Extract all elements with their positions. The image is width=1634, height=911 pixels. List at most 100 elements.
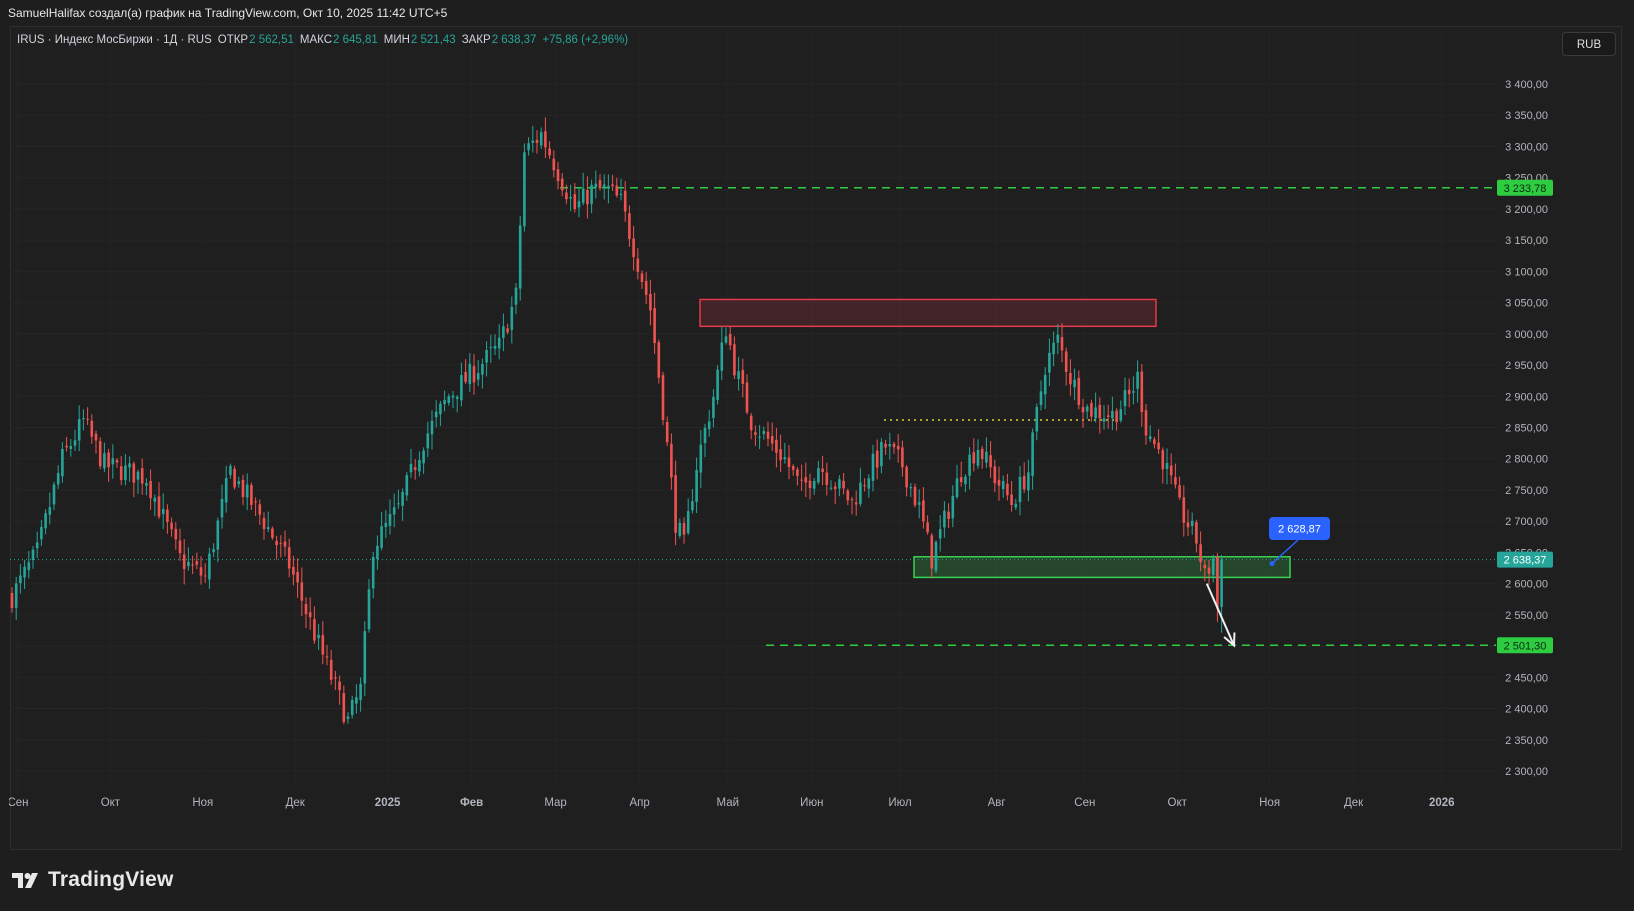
upper-level-tag-box[interactable] xyxy=(1497,179,1553,196)
candle xyxy=(65,436,68,452)
candle-body xyxy=(65,445,68,448)
tradingview-logo[interactable]: TradingView xyxy=(12,868,174,892)
candle xyxy=(1064,347,1068,386)
time-axis[interactable]: Сен Окт Ноя Дек 2025 Фев Мар Апр Май Июн Июл Авг Сен… xyxy=(0,790,1455,814)
candle xyxy=(77,405,81,452)
candle xyxy=(539,127,543,150)
candle xyxy=(1081,398,1085,428)
candle xyxy=(728,326,732,351)
candle xyxy=(94,430,98,454)
candle xyxy=(506,323,509,335)
candle xyxy=(896,434,900,463)
candle-body xyxy=(1127,389,1131,395)
projection-label: 2 628,87 xyxy=(1278,524,1321,536)
candle xyxy=(1022,462,1026,493)
candle xyxy=(279,535,283,558)
currency-button[interactable]: RUB xyxy=(1562,32,1616,56)
candle xyxy=(1048,338,1051,387)
candle-body xyxy=(985,451,988,463)
candle xyxy=(300,567,304,616)
candle xyxy=(52,481,56,511)
candle-body xyxy=(993,466,997,484)
candle-body xyxy=(640,273,644,282)
candle xyxy=(1195,519,1198,553)
candle xyxy=(485,341,488,377)
candle xyxy=(371,551,375,599)
candle xyxy=(1094,392,1097,423)
candle-body xyxy=(1123,390,1127,407)
candle xyxy=(502,313,505,352)
candle-body xyxy=(182,554,186,569)
candle xyxy=(993,459,997,493)
candle xyxy=(250,482,253,510)
candle-body xyxy=(493,345,497,349)
candle-body xyxy=(1010,494,1013,505)
candle xyxy=(842,472,845,495)
resistance-zone[interactable] xyxy=(699,298,1157,328)
candle-body xyxy=(959,477,963,483)
candle-body xyxy=(329,659,333,680)
candle xyxy=(619,178,623,201)
candle-body xyxy=(859,482,862,504)
price-tick-label: 2 900,00 xyxy=(1505,391,1548,403)
symbol-title[interactable]: IRUS · Индекс МосБиржи · 1Д · RUS xyxy=(17,34,212,46)
candle-body xyxy=(14,583,18,608)
candle xyxy=(1077,370,1081,410)
candle-body xyxy=(1102,418,1106,422)
candle-body xyxy=(350,700,354,715)
projection-arrow-head xyxy=(1223,632,1236,648)
time-tick-label: Авг xyxy=(988,797,1006,809)
candle xyxy=(1085,404,1089,420)
high-value: 2 645,81 xyxy=(333,34,378,46)
candle-body xyxy=(174,528,178,540)
candle xyxy=(98,437,102,470)
candle xyxy=(325,645,329,666)
candle-body xyxy=(607,185,610,189)
candle-body xyxy=(531,140,535,143)
candle-body xyxy=(380,526,383,548)
candle-body xyxy=(233,468,236,488)
support-zone[interactable] xyxy=(913,556,1291,579)
candle-body xyxy=(678,522,682,536)
current-price-tag-box[interactable] xyxy=(1497,551,1553,568)
candle xyxy=(1052,331,1055,367)
lower-level-tag-box[interactable] xyxy=(1497,637,1553,654)
projection-arrow[interactable] xyxy=(1205,583,1235,646)
candle-body xyxy=(258,504,262,515)
candle xyxy=(607,174,610,204)
candle xyxy=(800,464,803,491)
candle-body xyxy=(917,502,921,505)
candle xyxy=(741,358,745,398)
candle-body xyxy=(355,697,358,704)
candle xyxy=(678,518,682,539)
candle xyxy=(1161,447,1165,484)
candle-body xyxy=(132,463,136,483)
candle xyxy=(1211,554,1215,583)
candle-body xyxy=(161,508,165,514)
candle xyxy=(712,389,715,428)
candle-body xyxy=(867,478,871,489)
candle-body xyxy=(157,496,161,517)
candle-body xyxy=(1081,407,1085,413)
candle xyxy=(1035,403,1039,441)
projection-label-box[interactable] xyxy=(1269,517,1330,540)
candle-body xyxy=(359,683,362,701)
candle-body xyxy=(527,143,530,151)
candle-body xyxy=(602,184,606,189)
candle-body xyxy=(682,523,686,535)
candle-body xyxy=(434,411,438,418)
candle-body xyxy=(1153,439,1156,445)
price-axis[interactable]: 3 400,003 350,003 300,003 250,003 200,00… xyxy=(1497,79,1553,778)
candle-body xyxy=(665,422,669,443)
price-tick-label: 2 400,00 xyxy=(1505,704,1548,716)
candle xyxy=(86,407,89,425)
candle-body xyxy=(926,522,929,533)
candle-body xyxy=(447,396,451,403)
candle xyxy=(665,416,669,447)
candle-body xyxy=(791,466,795,470)
candle-body xyxy=(951,495,955,519)
candle-body xyxy=(871,453,875,481)
candle xyxy=(388,499,392,535)
candle-body xyxy=(313,619,316,641)
